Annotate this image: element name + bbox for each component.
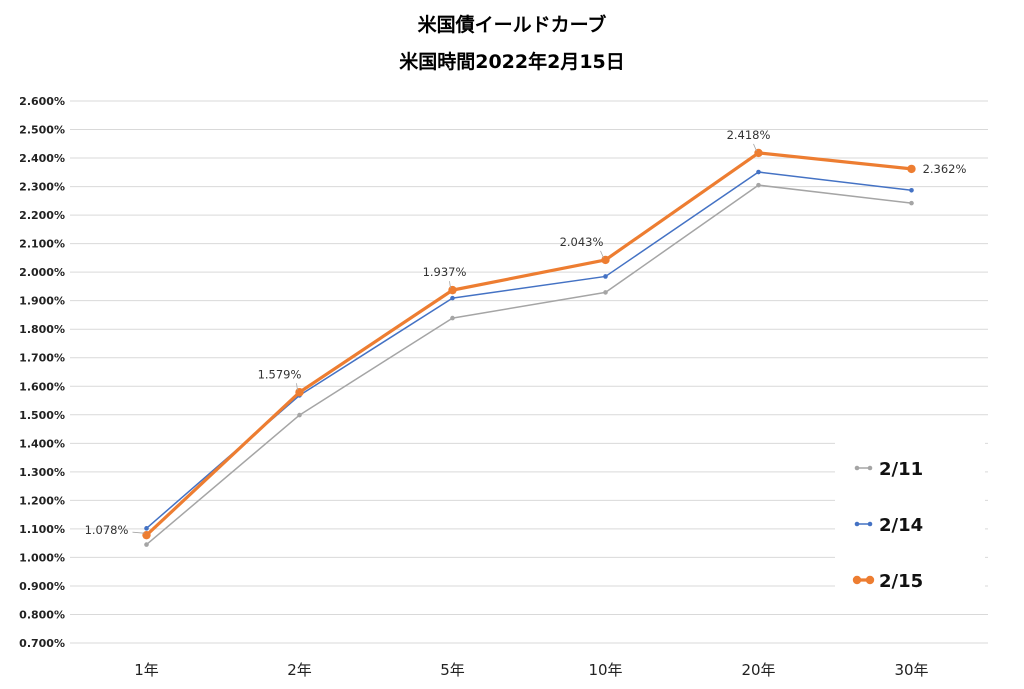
data-point: [297, 412, 302, 418]
data-point: [603, 274, 608, 279]
y-tick-label: 1.000%: [19, 551, 65, 564]
legend-label: 2/15: [879, 571, 923, 592]
data-label: 1.937%: [423, 265, 467, 279]
y-tick-label: 2.300%: [19, 181, 65, 194]
y-tick-label: 1.800%: [19, 323, 65, 336]
y-tick-label: 2.600%: [19, 95, 65, 108]
legend-swatch-marker: [867, 521, 873, 527]
data-point: [450, 295, 455, 301]
chart-subtitle: 米国時間2022年2月15日: [399, 51, 625, 73]
data-label: 1.579%: [258, 367, 302, 381]
data-label: 2.362%: [923, 162, 967, 176]
data-point: [144, 542, 149, 547]
y-axis-ticks: 0.700% 0.800% 0.900% 1.000% 1.100% 1.200% 1.30…: [19, 95, 65, 650]
y-tick-label: 1.200%: [19, 494, 65, 507]
leader-line: [600, 250, 604, 259]
legend-swatch-marker: [867, 465, 873, 471]
data-point: [142, 530, 151, 540]
data-point: [754, 148, 763, 158]
data-point: [909, 187, 914, 193]
data-point: [909, 200, 914, 206]
x-tick-label: 30年: [894, 661, 928, 679]
series-line-2-11: [146, 184, 912, 546]
x-tick-label: 10年: [588, 661, 622, 679]
x-tick-label: 20年: [741, 661, 775, 679]
x-tick-label: 2年: [287, 661, 312, 679]
data-point: [144, 526, 149, 531]
y-tick-label: 0.800%: [19, 608, 65, 621]
y-tick-label: 0.900%: [19, 580, 65, 593]
y-tick-label: 0.700%: [19, 637, 65, 650]
legend-swatch-marker: [852, 575, 862, 585]
leader-line: [753, 143, 757, 152]
legend-swatch-marker: [854, 465, 860, 471]
legend-label: 2/11: [879, 459, 923, 480]
y-tick-label: 1.100%: [19, 523, 65, 536]
legend-swatch-marker: [854, 521, 860, 527]
chart-title: 米国債イールドカーブ: [417, 14, 607, 36]
leader-line: [296, 383, 298, 391]
data-point: [450, 315, 455, 321]
series-line-2-15: [145, 151, 912, 537]
data-point: [295, 388, 304, 397]
series-line-2-14: [146, 171, 912, 529]
data-labels: 1.078% 1.579% 1.937% 2.043% 2.418% 2.362%: [85, 128, 967, 537]
data-point: [756, 169, 761, 175]
y-tick-label: 1.400%: [19, 437, 65, 450]
legend: 2/11 2/14 2/15: [835, 440, 985, 605]
y-tick-label: 2.000%: [19, 266, 65, 279]
data-point: [907, 164, 916, 174]
data-point: [603, 290, 608, 295]
leader-line: [132, 531, 145, 534]
x-axis-ticks: 1年 2年 5年 10年 20年 30年: [134, 661, 928, 679]
legend-label: 2/14: [879, 515, 923, 536]
legend-swatch-marker: [865, 575, 875, 585]
data-label: 1.078%: [85, 523, 129, 537]
y-tick-label: 2.200%: [19, 209, 65, 222]
y-tick-label: 2.100%: [19, 238, 65, 251]
y-tick-label: 1.500%: [19, 409, 65, 422]
data-point: [448, 285, 457, 295]
series-lines: [142, 148, 916, 547]
data-label: 2.043%: [560, 235, 604, 249]
x-tick-label: 5年: [440, 661, 465, 679]
leader-line: [449, 281, 451, 289]
data-point: [601, 255, 610, 265]
x-tick-label: 1年: [134, 661, 159, 679]
y-tick-label: 1.900%: [19, 295, 65, 308]
y-tick-label: 1.700%: [19, 352, 65, 365]
y-tick-label: 1.300%: [19, 466, 65, 479]
data-point: [756, 182, 761, 188]
data-label: 2.418%: [727, 128, 771, 142]
y-tick-label: 1.600%: [19, 380, 65, 393]
y-tick-label: 2.500%: [19, 124, 65, 137]
y-tick-label: 2.400%: [19, 152, 65, 165]
